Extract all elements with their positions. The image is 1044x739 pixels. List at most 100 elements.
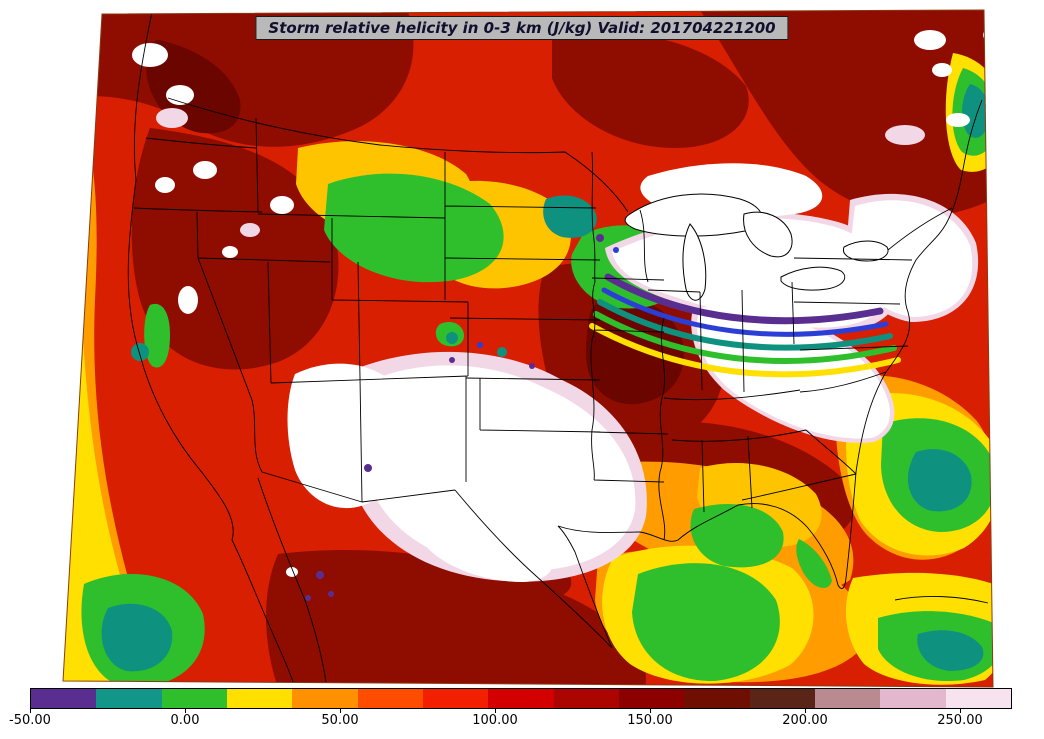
region-speck	[316, 571, 324, 579]
map-frame	[62, 9, 994, 688]
green-regions	[81, 68, 993, 687]
region-speck	[885, 125, 925, 145]
teal-regions	[101, 84, 990, 672]
lake-huron	[743, 211, 793, 258]
colorbar-tick	[30, 709, 31, 713]
statelines-west	[133, 117, 469, 503]
colorbar-segment	[814, 689, 881, 708]
colorbar-segment	[880, 689, 946, 708]
region-speck	[131, 343, 149, 361]
region-blob	[324, 173, 504, 283]
colorbar-segment	[31, 689, 97, 708]
lake-erie	[780, 266, 846, 291]
white-regions	[132, 27, 993, 582]
map-fill-layers	[63, 10, 993, 687]
region-blob	[552, 31, 749, 148]
region-speck	[946, 113, 970, 127]
colorbar-label: 50.00	[321, 713, 359, 728]
region-speck	[596, 234, 604, 242]
region-speck	[364, 464, 372, 472]
region-speck	[286, 567, 298, 577]
region-speck	[328, 591, 334, 597]
colorbar-segment	[292, 689, 358, 708]
colorbar	[30, 688, 1012, 709]
region-speck	[222, 246, 238, 258]
region-blob	[632, 563, 780, 682]
colorbar-segment	[422, 689, 489, 708]
colorbar-segment	[618, 689, 685, 708]
region-speck	[156, 108, 188, 128]
region-speck	[132, 43, 168, 67]
region-blob	[424, 516, 553, 582]
colorbar-tick	[650, 709, 651, 713]
colorbar-tick	[495, 709, 496, 713]
region-blob	[266, 550, 646, 687]
colorbar-segment	[161, 689, 227, 708]
colorbar-segment	[488, 689, 554, 708]
region-blob	[101, 603, 173, 672]
colorbar-segment	[945, 689, 1011, 708]
lake-michigan	[682, 223, 707, 301]
region-speck	[178, 286, 198, 314]
statelines-midwest	[590, 151, 701, 541]
negative-helicity-specks	[305, 234, 619, 601]
region-speck	[446, 332, 458, 344]
region-speck	[983, 27, 993, 43]
region-blob	[287, 363, 407, 509]
colorbar-segment	[749, 689, 815, 708]
region-speck	[477, 342, 483, 348]
region-speck	[529, 363, 535, 369]
colorbar-segment	[684, 689, 750, 708]
colorbar-tick	[960, 709, 961, 713]
region-blob	[700, 10, 993, 217]
region-blob	[917, 630, 984, 671]
region-speck	[155, 177, 175, 193]
region-blob	[961, 84, 990, 138]
lake-ontario	[842, 240, 889, 262]
ring-arc	[593, 311, 897, 364]
ring-arc	[601, 287, 889, 337]
region-blob	[907, 449, 972, 512]
region-speck	[270, 196, 294, 214]
colorbar-label: 0.00	[170, 713, 200, 728]
colorbar-label: 100.00	[472, 713, 518, 728]
ring-arc	[589, 323, 901, 378]
colorbar-segment	[553, 689, 619, 708]
region-speck	[193, 161, 217, 179]
ring-arc	[597, 299, 893, 351]
statelines-plains	[444, 152, 613, 649]
region-blob	[144, 303, 170, 368]
state-boundaries	[127, 11, 989, 687]
region-speck	[449, 357, 455, 363]
coastline-gulf-atlantic	[557, 99, 989, 649]
ring-arc	[604, 273, 884, 325]
region-speck	[305, 595, 311, 601]
region-speck	[932, 63, 952, 77]
colorbar-tick	[185, 709, 186, 713]
colorbar-segment	[226, 689, 293, 708]
region-blob	[63, 140, 158, 687]
region-speck	[240, 223, 260, 237]
region-speck	[914, 30, 946, 50]
coastline-west	[127, 11, 327, 687]
colorbar-label: 250.00	[937, 713, 983, 728]
region-blob	[690, 503, 784, 568]
region-speck	[613, 247, 619, 253]
region-speck	[497, 347, 507, 357]
region-blob	[796, 539, 832, 589]
colorbar-label: 150.00	[627, 713, 673, 728]
colorbar-tick	[340, 709, 341, 713]
great-lakes	[624, 193, 889, 301]
region-blob	[543, 195, 597, 238]
colorbar-tick	[805, 709, 806, 713]
map-title-text: Storm relative helicity in 0-3 km (J/kg)…	[268, 19, 776, 37]
colorbar-segment	[96, 689, 162, 708]
statelines-east	[663, 257, 913, 513]
colorbar-label: 200.00	[782, 713, 828, 728]
lakes-gradient-rings	[589, 273, 901, 378]
colorbar-segment	[357, 689, 423, 708]
map-title: Storm relative helicity in 0-3 km (J/kg)…	[255, 16, 789, 40]
region-blob	[612, 218, 890, 328]
